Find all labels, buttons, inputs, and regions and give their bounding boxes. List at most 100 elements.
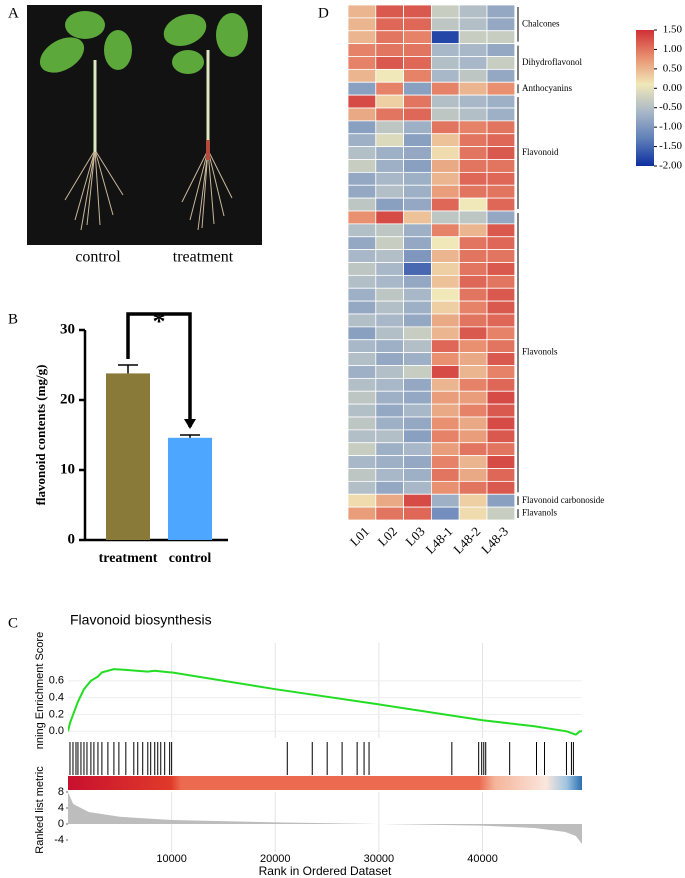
heatmap-cell bbox=[347, 146, 377, 160]
enrichment-curve bbox=[68, 668, 582, 736]
heatmap-cell bbox=[403, 30, 432, 45]
heatmap-cell bbox=[486, 403, 516, 418]
heatmap-cell bbox=[347, 326, 377, 341]
group-label: Flavonoid bbox=[522, 147, 559, 157]
colorbar-tick-label: -1.50 bbox=[659, 140, 682, 152]
heatmap-cell bbox=[347, 455, 377, 469]
heatmap-cell bbox=[375, 184, 404, 199]
heatmap-cell bbox=[458, 81, 488, 96]
heatmap-cell bbox=[458, 262, 488, 276]
heatmap-cell bbox=[347, 429, 377, 444]
heatmap-cell bbox=[375, 352, 404, 366]
column-label: L48-1 bbox=[422, 524, 455, 557]
heatmap-cell bbox=[430, 210, 460, 225]
heatmap-cell bbox=[458, 171, 488, 186]
heatmap-cell bbox=[430, 262, 460, 276]
heatmap-cell bbox=[430, 107, 460, 122]
heatmap-cell bbox=[403, 159, 432, 173]
heatmap-cell bbox=[403, 300, 432, 315]
heatmap-cell bbox=[375, 493, 404, 508]
heatmap-cell bbox=[347, 287, 377, 302]
y-axis-label: nning Enrichment Score bbox=[34, 632, 46, 749]
colorbar-tick-label: 1.00 bbox=[663, 43, 683, 55]
heatmap-cell bbox=[430, 4, 460, 19]
heatmap-cell bbox=[375, 81, 404, 96]
heatmap-cell bbox=[486, 30, 516, 45]
y-tick-label: 0.0 bbox=[49, 725, 64, 737]
heatmap-cell bbox=[403, 493, 432, 508]
colorbar bbox=[636, 30, 654, 166]
y-tick-label: 10 bbox=[60, 461, 75, 477]
colorbar-tick-label: 0.50 bbox=[663, 62, 683, 74]
heatmap-cell bbox=[430, 94, 460, 109]
heatmap-cell bbox=[403, 429, 432, 444]
heatmap-cell bbox=[486, 107, 516, 122]
heatmap-cell bbox=[403, 56, 432, 70]
heatmap-cell bbox=[486, 339, 516, 354]
heatmap-cell bbox=[347, 171, 377, 186]
heatmap-cell bbox=[347, 120, 377, 135]
heatmap-cell bbox=[458, 506, 488, 521]
heatmap-cell bbox=[375, 94, 404, 109]
heatmap-cell bbox=[375, 468, 404, 482]
x-tick-label: 40000 bbox=[467, 853, 498, 865]
heatmap-cell bbox=[403, 287, 432, 302]
heatmap-cell bbox=[375, 43, 404, 57]
group-label: Anthocyanins bbox=[522, 83, 572, 93]
heatmap-cell bbox=[347, 159, 377, 173]
heatmap-cell bbox=[347, 56, 377, 70]
heatmap-cell bbox=[430, 480, 460, 495]
heatmap-cell bbox=[403, 313, 432, 328]
heatmap-cell bbox=[375, 326, 404, 341]
heatmap-cell bbox=[486, 210, 516, 225]
y-tick-label: 30 bbox=[60, 321, 75, 337]
heatmap-cell bbox=[430, 390, 460, 405]
colorbar-tick-label: -0.50 bbox=[659, 101, 682, 113]
heatmap-cell bbox=[486, 68, 516, 83]
heatmap-cell bbox=[486, 468, 516, 482]
heatmap-cell bbox=[347, 468, 377, 482]
heatmap-cell bbox=[486, 120, 516, 135]
heatmap-cell bbox=[347, 223, 377, 238]
heatmap-cell bbox=[403, 480, 432, 495]
group-label: Flavonoid carbonoside bbox=[522, 495, 604, 505]
heatmap-cell bbox=[347, 81, 377, 96]
y-tick-label: 0 bbox=[68, 531, 76, 547]
heatmap-cell bbox=[486, 197, 516, 212]
y-tick-label: 0.4 bbox=[49, 692, 64, 704]
heatmap-cell bbox=[375, 68, 404, 83]
heatmap-cell bbox=[375, 287, 404, 302]
heatmap-cell bbox=[458, 210, 488, 225]
heatmap-cell bbox=[375, 365, 404, 379]
heatmap-cell bbox=[347, 300, 377, 315]
x-tick-label: treatment bbox=[99, 551, 158, 566]
heatmap-cell bbox=[403, 455, 432, 469]
heatmap-cell bbox=[486, 274, 516, 289]
heatmap-cell bbox=[403, 390, 432, 405]
heatmap-cell bbox=[430, 81, 460, 96]
heatmap-cell bbox=[430, 416, 460, 431]
heatmap-cell bbox=[403, 236, 432, 251]
heatmap-cell bbox=[375, 274, 404, 289]
heatmap-cell bbox=[347, 352, 377, 366]
significance-bracket bbox=[126, 312, 192, 427]
heatmap-cell bbox=[403, 68, 432, 83]
colorbar-tick-label: 0.00 bbox=[663, 82, 683, 94]
heatmap-cell bbox=[403, 197, 432, 212]
heatmap-cell bbox=[430, 249, 460, 263]
heatmap-cell bbox=[486, 390, 516, 405]
heatmap-cell bbox=[375, 506, 404, 521]
heatmap-cell bbox=[458, 17, 488, 32]
group-label: Dihydroflavonol bbox=[522, 57, 582, 67]
heatmap-cell bbox=[458, 274, 488, 289]
heatmap-cell bbox=[403, 274, 432, 289]
metric-area bbox=[68, 792, 582, 844]
heatmap-cell bbox=[403, 210, 432, 225]
heatmap-cell bbox=[458, 236, 488, 251]
heatmap-cell bbox=[458, 313, 488, 328]
heatmap-cell bbox=[458, 493, 488, 508]
heatmap-cell bbox=[430, 429, 460, 444]
heatmap-cell bbox=[486, 159, 516, 173]
column-label: L02 bbox=[375, 524, 400, 549]
